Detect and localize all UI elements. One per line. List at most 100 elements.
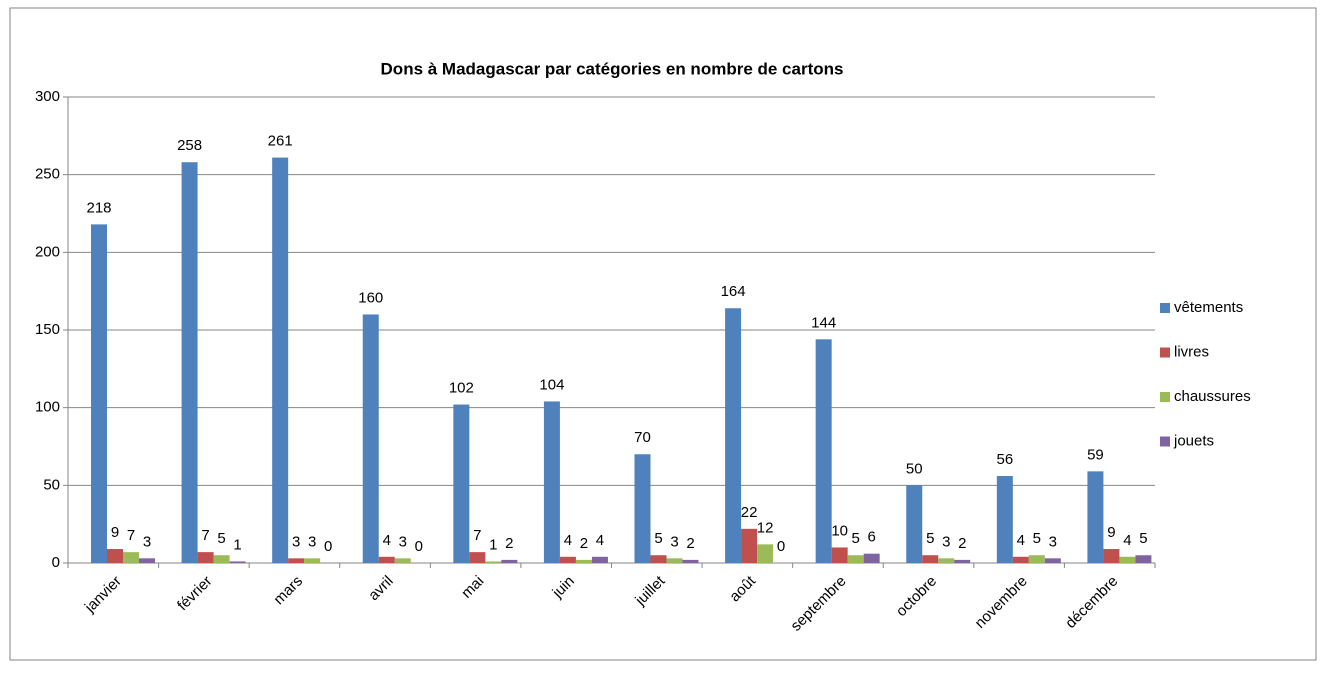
data-label: 5 [654,530,662,547]
data-label: 3 [399,533,407,550]
bar [938,558,955,563]
legend-label: livres [1174,343,1209,360]
bar [1135,555,1152,563]
bar [501,559,518,563]
data-label: 3 [1049,533,1057,550]
bar [741,528,758,563]
bar [666,558,683,563]
legend-swatch [1160,436,1170,447]
bar [453,404,470,563]
bar [831,547,848,563]
data-label: 5 [926,530,934,547]
bar [362,314,379,563]
data-label: 0 [324,538,332,555]
data-label: 144 [811,314,836,331]
data-label: 2 [505,535,513,552]
y-tick-label: 200 [35,243,60,260]
legend-label: jouets [1173,432,1214,449]
y-tick-label: 100 [35,399,60,416]
data-label: 5 [1139,530,1147,547]
chart-title: Dons à Madagascar par catégories en nomb… [381,59,844,78]
data-label: 59 [1087,446,1104,463]
y-tick-label: 300 [35,88,60,105]
data-label: 3 [308,533,316,550]
bar [469,552,486,563]
bar [682,559,699,563]
bar [815,339,832,563]
data-label: 50 [906,460,923,477]
bar [863,553,880,563]
data-label: 4 [1017,532,1025,549]
data-label: 7 [473,527,481,544]
data-label: 104 [539,376,564,393]
data-label: 4 [564,532,572,549]
legend-label: vêtements [1174,299,1243,316]
legend-label: chaussures [1174,388,1251,405]
bar [123,552,139,563]
data-label: 7 [201,527,209,544]
legend-swatch [1160,392,1170,402]
data-label: 1 [233,536,241,553]
data-label: 9 [111,524,119,541]
data-label: 5 [1033,530,1041,547]
data-label: 1 [489,536,497,553]
data-label: 258 [177,137,202,154]
data-label: 3 [292,533,300,550]
y-tick-label: 150 [35,321,60,338]
bar [543,401,560,563]
data-label: 218 [86,199,111,216]
bar [575,559,592,563]
bar [996,476,1013,563]
legend-swatch [1160,303,1170,313]
bar [91,224,107,563]
bar [725,308,742,563]
data-label: 7 [127,527,135,544]
data-label: 2 [580,535,588,552]
data-label: 160 [358,289,383,306]
bar [757,544,774,563]
bar [197,552,214,563]
data-label: 164 [721,283,746,300]
data-label: 5 [217,530,225,547]
data-label: 6 [867,529,875,546]
bar [1087,471,1104,563]
data-label: 102 [449,380,474,397]
data-label: 56 [996,451,1013,468]
bar [378,556,395,563]
bar [485,561,502,563]
data-label: 0 [777,538,785,555]
data-label: 2 [958,535,966,552]
bar [650,555,667,563]
bar [954,559,971,563]
bar [229,561,246,563]
bar [139,558,155,563]
bar [634,454,651,563]
bar [181,162,198,564]
bar [559,556,576,563]
bar [1119,556,1136,563]
legend-swatch [1160,347,1170,358]
bar [304,558,321,563]
bar [922,555,939,563]
data-label: 0 [415,538,423,555]
data-label: 3 [670,533,678,550]
data-label: 70 [634,429,651,446]
bar [847,555,864,563]
data-label: 5 [851,530,859,547]
bar [906,485,923,563]
data-label: 2 [686,535,694,552]
data-label: 12 [757,519,774,536]
bar [1103,549,1120,563]
bar [591,556,608,563]
bar [394,558,411,563]
data-label: 22 [741,504,758,521]
y-tick-label: 0 [52,554,60,571]
bar [1012,556,1029,563]
data-label: 3 [942,533,950,550]
y-tick-label: 250 [35,166,60,183]
bar [213,555,230,563]
bar [1028,555,1045,563]
bar [288,558,305,563]
bar [107,549,123,563]
